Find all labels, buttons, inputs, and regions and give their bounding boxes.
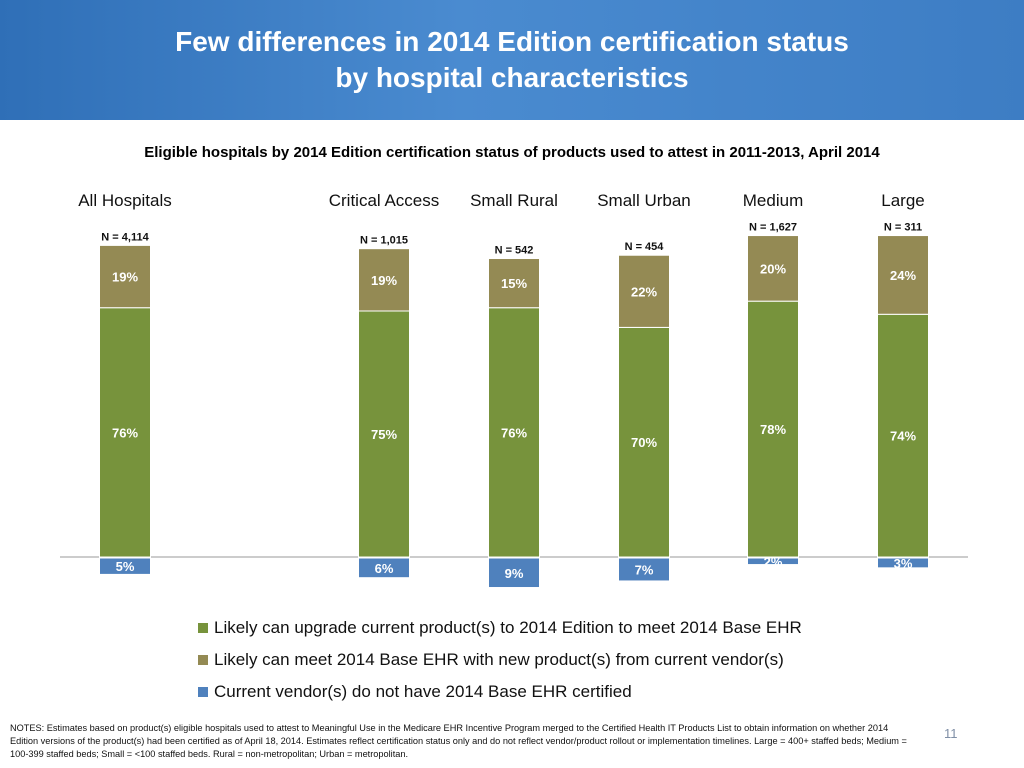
legend-label-upgrade: Likely can upgrade current product(s) to…	[214, 618, 802, 637]
data-label: 78%	[760, 422, 786, 437]
bar-segment	[488, 307, 540, 558]
bar-segment	[488, 258, 540, 309]
title-banner: Few differences in 2014 Edition certific…	[0, 0, 1024, 120]
sample-size-label: N = 1,627	[749, 222, 797, 234]
legend-item-new-product: Likely can meet 2014 Base EHR with new p…	[198, 644, 802, 676]
data-label: 6%	[375, 561, 394, 576]
sample-size-label: N = 311	[884, 222, 922, 234]
bar-segment	[99, 244, 151, 309]
data-label: 24%	[890, 268, 916, 283]
data-label: 22%	[631, 284, 657, 299]
bar-segment	[358, 557, 410, 579]
bar-segment	[877, 235, 929, 315]
data-label: 20%	[760, 261, 786, 276]
data-label: 76%	[501, 425, 527, 440]
category-label: All Hospitals	[78, 191, 172, 210]
category-label: Small Rural	[470, 191, 558, 210]
legend-label-new-product: Likely can meet 2014 Base EHR with new p…	[214, 650, 784, 669]
bar-segment	[99, 557, 151, 575]
footnotes: NOTES: Estimates based on product(s) eli…	[10, 723, 907, 759]
bar-segment	[618, 326, 670, 558]
category-label: Large	[881, 191, 924, 210]
stacked-bar-chart: All Hospitals 76% 19% 5% N = 4,114 Critical A…	[60, 191, 968, 589]
sample-size-label: N = 1,015	[360, 235, 408, 247]
bar-segment	[877, 313, 929, 558]
category-label: Small Urban	[597, 191, 691, 210]
legend-item-not-certified: Current vendor(s) do not have 2014 Base …	[198, 676, 802, 708]
bar-segment	[488, 557, 540, 589]
data-label: 19%	[112, 270, 138, 285]
bar-segment	[618, 254, 670, 328]
data-label: 19%	[371, 273, 397, 288]
bar-segment	[747, 557, 799, 566]
bar-segment	[99, 307, 151, 558]
data-label: 2%	[764, 554, 783, 569]
data-label: 76%	[112, 425, 138, 440]
slide-title-line-1: Few differences in 2014 Edition certific…	[175, 26, 849, 57]
data-label: 15%	[501, 276, 527, 291]
bar-segment	[358, 310, 410, 558]
slide-title-line-2: by hospital characteristics	[335, 62, 689, 93]
page-number: 11	[944, 726, 958, 741]
sample-size-label: N = 4,114	[101, 231, 149, 243]
chart-legend: Likely can upgrade current product(s) to…	[198, 612, 802, 708]
bar-segment	[618, 557, 670, 582]
data-label: 9%	[505, 566, 524, 581]
legend-swatch-upgrade	[198, 623, 208, 633]
data-label: 70%	[631, 435, 657, 450]
legend-swatch-new-product	[198, 655, 208, 665]
sample-size-label: N = 454	[625, 241, 665, 253]
category-label: Critical Access	[329, 191, 440, 210]
chart-subtitle: Eligible hospitals by 2014 Edition certi…	[144, 144, 880, 161]
data-label: 5%	[116, 559, 135, 574]
bar-segment	[358, 248, 410, 312]
sample-size-label: N = 542	[495, 245, 534, 257]
category-label: Medium	[743, 191, 803, 210]
bar-segment	[877, 557, 929, 569]
data-label: 7%	[635, 562, 654, 577]
legend-label-not-certified: Current vendor(s) do not have 2014 Base …	[214, 682, 632, 701]
bar-segment	[747, 300, 799, 558]
data-label: 3%	[894, 556, 913, 571]
legend-swatch-not-certified	[198, 687, 208, 697]
data-label: 74%	[890, 429, 916, 444]
legend-item-upgrade: Likely can upgrade current product(s) to…	[198, 612, 802, 644]
bar-segment	[747, 235, 799, 302]
data-label: 75%	[371, 427, 397, 442]
